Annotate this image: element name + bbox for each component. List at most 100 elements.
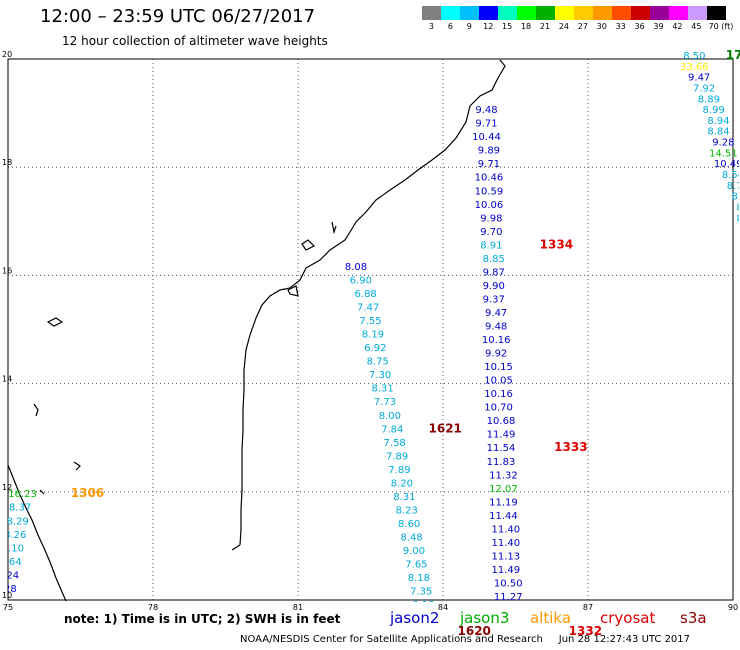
wave-height-label: 9.90 xyxy=(483,281,505,292)
wave-height-label: 8.37 xyxy=(9,503,31,514)
wave-height-label: 10.59 xyxy=(475,186,504,197)
pass-id-label: 1621 xyxy=(429,421,462,435)
lon-tick-label: 81 xyxy=(293,603,303,612)
colorbar-swatch xyxy=(688,6,707,20)
wave-height-label: 8.31 xyxy=(371,384,393,395)
pass-id-label: 1334 xyxy=(540,237,573,251)
lon-tick-label: 87 xyxy=(583,603,593,612)
wave-height-label: 8.10 xyxy=(2,543,24,554)
colorbar-swatch xyxy=(707,6,726,20)
lat-tick-label: 12 xyxy=(2,483,12,492)
wave-height-label: 7.89 xyxy=(388,465,410,476)
colorbar-label: 21 xyxy=(539,22,551,31)
wave-height-label: 8.26 xyxy=(4,530,26,541)
wave-height-label: 6.92 xyxy=(364,343,386,354)
colorbar-swatch xyxy=(669,6,688,20)
wave-height-label: 8.19 xyxy=(362,330,384,341)
wave-height-label: 7.47 xyxy=(357,303,379,314)
wave-height-label: 8.08 xyxy=(345,262,367,273)
wave-height-label: 10.05 xyxy=(484,376,513,387)
wave-height-label: 10.06 xyxy=(475,200,504,211)
wave-height-label: 11.19 xyxy=(489,497,518,508)
legend-row: note: 1) Time is in UTC; 2) SWH is in fe… xyxy=(64,609,740,629)
colorbar-label: 36 xyxy=(634,22,645,31)
wave-height-label: 11.44 xyxy=(489,511,518,522)
wave-height-label: 9.70 xyxy=(480,227,502,238)
wave-height-label: 9.28 xyxy=(712,138,734,149)
wave-height-label: 10.49 xyxy=(714,159,740,170)
footer-credit: NOAA/NESDIS Center for Satellite Applica… xyxy=(240,634,690,645)
wave-height-label: 8.78 xyxy=(727,181,740,192)
wave-height-label: 9.28 xyxy=(0,584,17,595)
wave-height-label: 8.54 xyxy=(722,170,740,181)
wave-height-label: 8.36 xyxy=(736,213,740,224)
wave-height-label: 9.00 xyxy=(403,546,425,557)
wave-height-label: 11.83 xyxy=(487,457,516,468)
legend-note: note: 1) Time is in UTC; 2) SWH is in fe… xyxy=(64,612,341,626)
lat-tick-label: 18 xyxy=(2,158,12,167)
map-title: 12:00 – 23:59 UTC 06/27/2017 xyxy=(40,6,316,27)
map-subtitle: 12 hour collection of altimeter wave hei… xyxy=(62,34,328,48)
pass-id-label: 1306 xyxy=(71,486,104,500)
wave-height-label: 7.92 xyxy=(693,83,715,94)
satellite-legend-altika: altika xyxy=(530,609,572,627)
colorbar-swatch xyxy=(612,6,631,20)
colorbar-label: 27 xyxy=(577,22,588,31)
pass-id-label: 1747 xyxy=(726,48,740,62)
wave-height-label: 12.07 xyxy=(489,484,518,495)
colorbar-label: 33 xyxy=(615,22,626,31)
map-grid xyxy=(7,58,734,601)
wave-height-label: 7.55 xyxy=(359,316,381,327)
wave-height-label: 7.30 xyxy=(369,370,391,381)
colorbar-label: 42 xyxy=(672,22,683,31)
wave-height-label: 9.71 xyxy=(475,119,497,130)
wave-height-label: 6.88 xyxy=(355,289,377,300)
colorbar-labels: 3 6 9 12 15 18 21 24 27 30 33 36 39 42 45 70 (ft) xyxy=(422,22,736,34)
colorbar-label: 24 xyxy=(558,22,569,31)
wave-height-label: 8.29 xyxy=(7,516,29,527)
wave-height-label: 8.50 xyxy=(683,51,705,62)
timestamp-text: Jun 28 12:27:43 UTC 2017 xyxy=(558,634,691,645)
colorbar-label: 18 xyxy=(520,22,532,31)
colorbar-label: 70 (ft) xyxy=(708,22,734,31)
colorbar-swatch xyxy=(479,6,498,20)
wave-height-labels: 8.5033.669.477.928.898.998.948.849.2814.… xyxy=(0,51,740,603)
wave-height-label: 6.90 xyxy=(350,276,372,287)
colorbar-swatch xyxy=(536,6,555,20)
colorbar-swatch xyxy=(650,6,669,20)
wave-height-colorbar xyxy=(422,6,726,20)
wave-height-label: 8.64 xyxy=(0,557,22,568)
lon-tick-label: 90 xyxy=(728,603,738,612)
colorbar-label: 3 xyxy=(428,22,434,31)
wave-height-label: 7.89 xyxy=(386,451,408,462)
satellite-legend-jason2: jason2 xyxy=(390,609,440,627)
colorbar-label: 15 xyxy=(502,22,513,31)
wave-height-label: 8.94 xyxy=(707,116,729,127)
wave-height-label: 8.48 xyxy=(400,532,422,543)
wave-height-label: 9.87 xyxy=(483,267,505,278)
wave-height-label: 8.38 xyxy=(736,202,740,213)
wave-height-label: 7.58 xyxy=(384,438,406,449)
lat-tick-label: 10 xyxy=(2,591,12,600)
wave-height-label: 8.31 xyxy=(393,492,415,503)
lat-tick-label: 20 xyxy=(2,50,12,59)
satellite-legend-jason3: jason3 xyxy=(460,609,510,627)
wave-height-label: 11.27 xyxy=(494,592,523,603)
wave-height-label: 10.68 xyxy=(487,416,516,427)
wave-height-label: 11.13 xyxy=(492,551,521,562)
wave-height-label: 8.75 xyxy=(367,357,389,368)
colorbar-swatch xyxy=(422,6,441,20)
pass-id-label: 1333 xyxy=(554,440,587,454)
wave-height-label: 8.23 xyxy=(396,505,418,516)
wave-height-label: 10.44 xyxy=(472,132,501,143)
pass-id-label: 1620 xyxy=(458,624,491,638)
wave-height-label: 8.84 xyxy=(707,127,729,138)
wave-height-label: 11.54 xyxy=(487,443,516,454)
lon-tick-label: 84 xyxy=(438,603,448,612)
wave-height-label: 7.65 xyxy=(405,560,427,571)
wave-height-label: 11.49 xyxy=(492,565,521,576)
wave-height-label: 11.40 xyxy=(492,524,521,535)
wave-height-label: 14.51 xyxy=(709,148,738,159)
wave-height-label: 16.23 xyxy=(8,489,37,500)
colorbar-label: 6 xyxy=(447,22,453,31)
